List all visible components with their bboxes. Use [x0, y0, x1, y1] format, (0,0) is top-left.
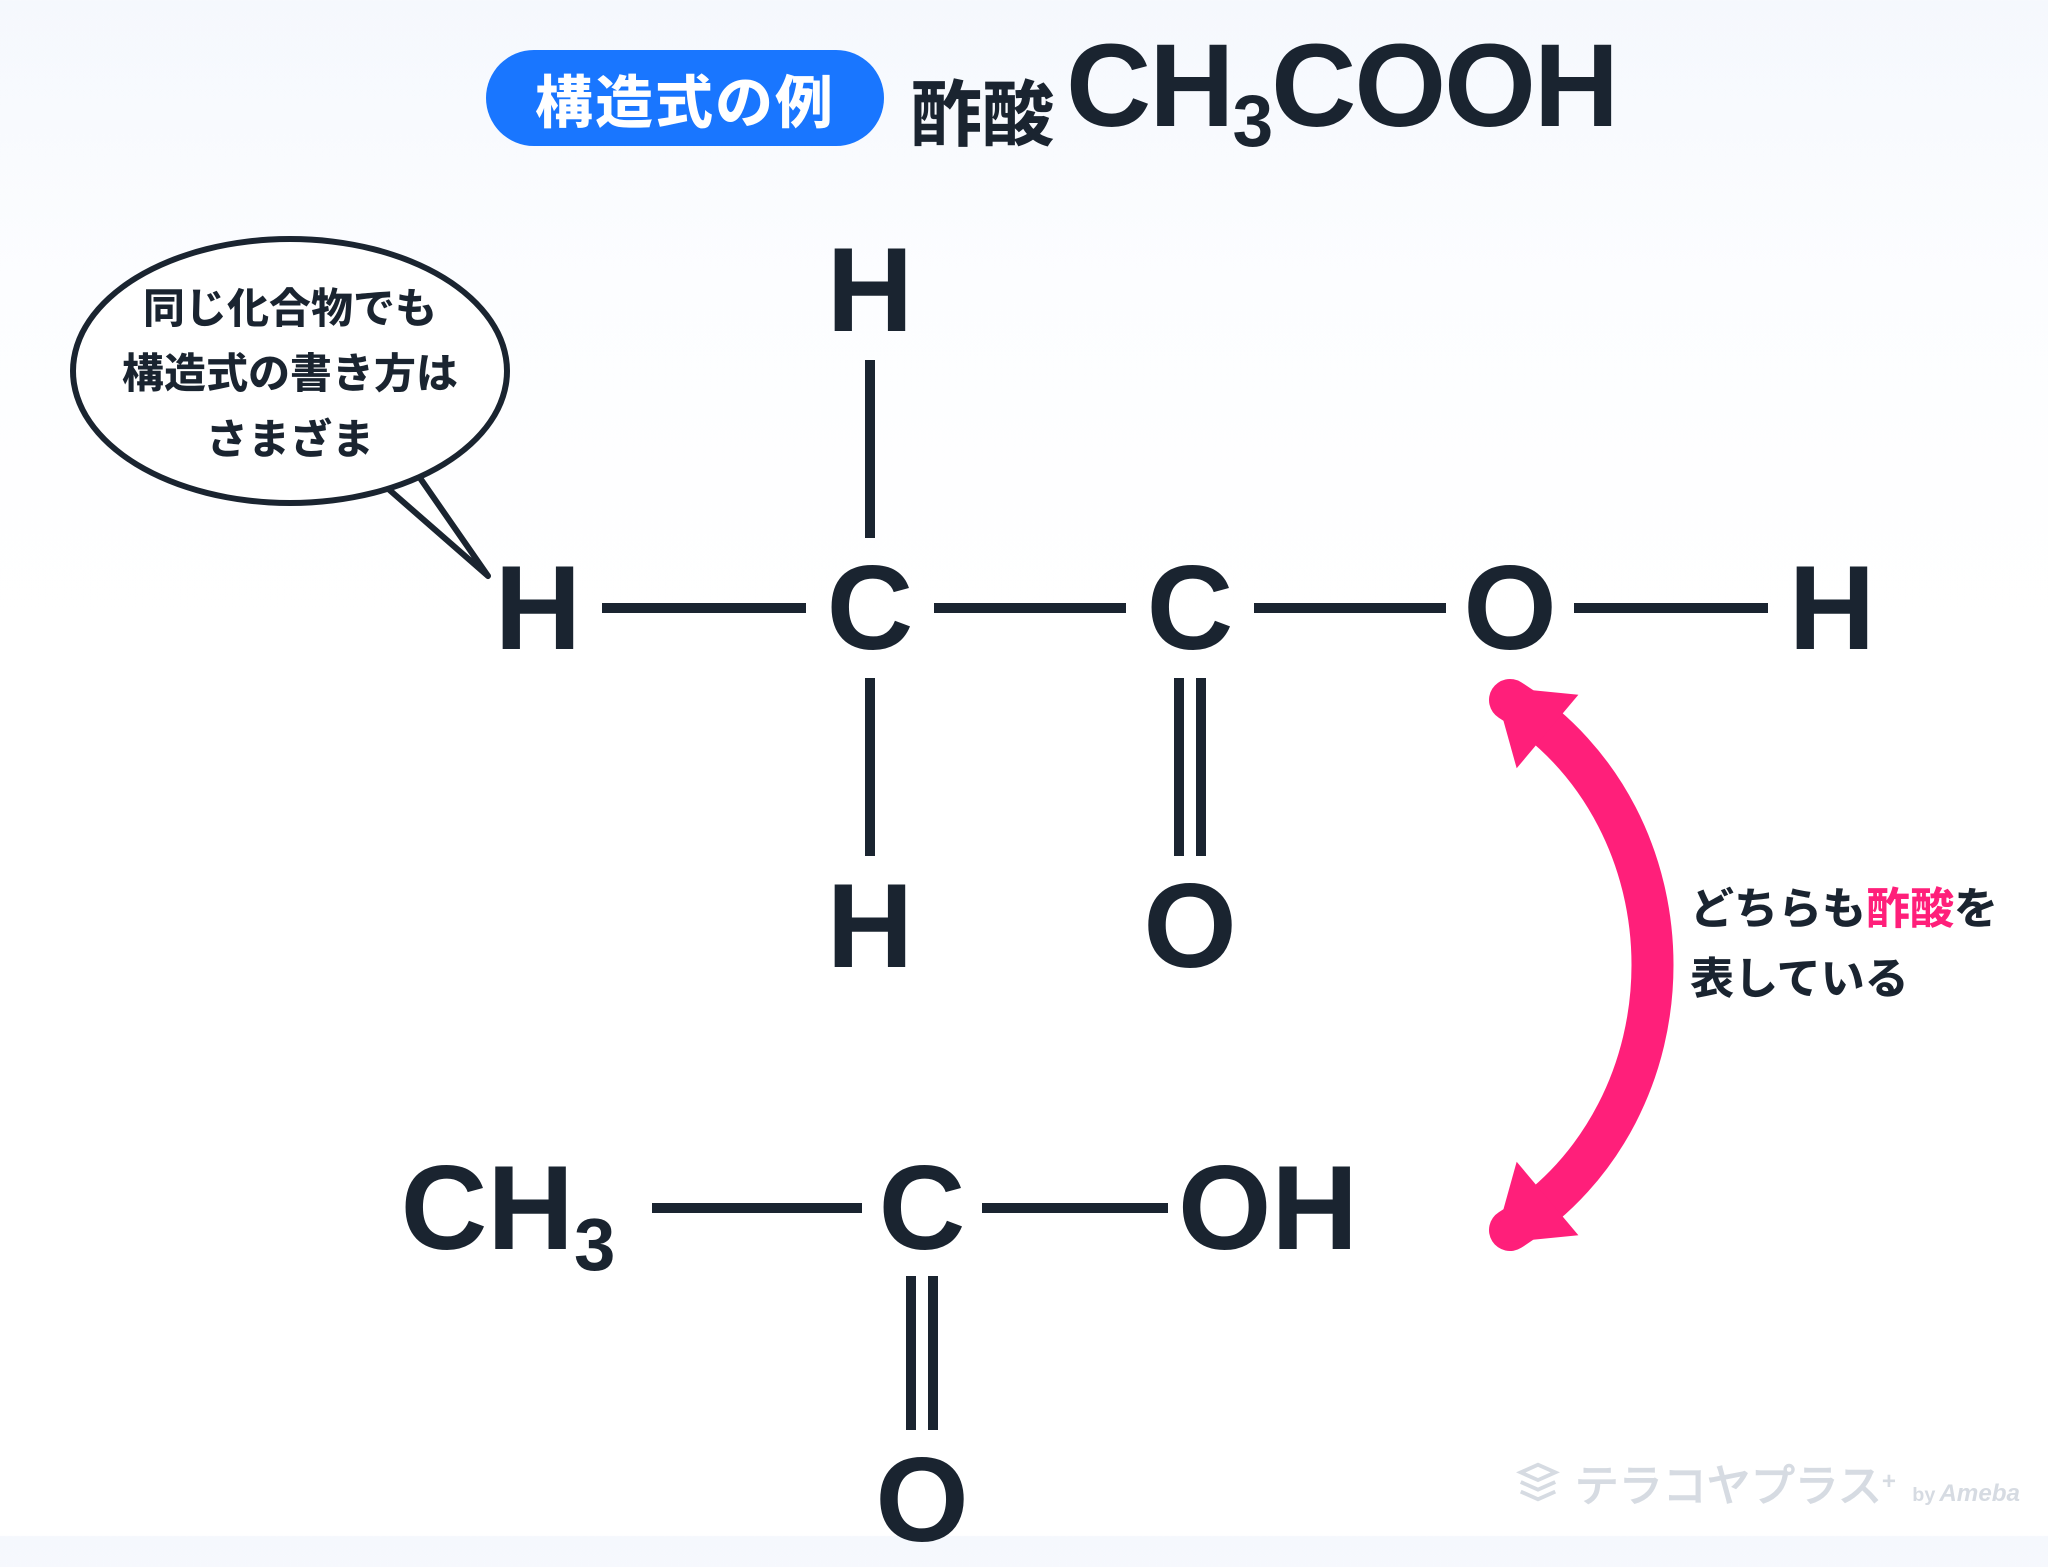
atom-label: O	[1143, 866, 1236, 986]
watermark: テラコヤプラス+ byAmeba	[1515, 1450, 2020, 1514]
note-line2: 表している	[1690, 943, 1909, 1007]
atom-label: H	[1789, 548, 1876, 668]
bond-single	[652, 1203, 862, 1213]
bond-single	[928, 1276, 938, 1430]
atom-label: O	[1463, 548, 1556, 668]
bond-single	[1196, 678, 1206, 856]
bond-single	[865, 360, 875, 538]
atom-label: C	[827, 548, 914, 668]
atom-label: C	[1147, 548, 1234, 668]
atom-label: O	[875, 1440, 968, 1560]
note-part-0: どちらも	[1690, 873, 1866, 937]
note-part-1: 酢酸	[1866, 873, 1954, 937]
watermark-by: by	[1912, 1484, 1935, 1506]
speech-bubble: 同じ化合物でも 構造式の書き方は さまざま	[70, 236, 510, 506]
bond-single	[906, 1276, 916, 1430]
note-part-2: を	[1954, 873, 1998, 937]
atom-label: H	[827, 230, 914, 350]
atom-label: H	[495, 548, 582, 668]
bond-single	[1174, 678, 1184, 856]
bond-single	[1574, 603, 1768, 613]
equivalence-note: どちらも酢酸を 表している	[1690, 870, 1998, 1011]
atom-label: OH	[1178, 1148, 1358, 1268]
bond-single	[602, 603, 806, 613]
bond-single	[865, 678, 875, 856]
bond-single	[934, 603, 1126, 613]
watermark-provider: Ameba	[1939, 1480, 2020, 1507]
watermark-icon	[1515, 1459, 1561, 1505]
atom-label: H	[827, 866, 914, 986]
bond-single	[1254, 603, 1446, 613]
watermark-plus: +	[1882, 1468, 1896, 1495]
atom-label: C	[879, 1148, 966, 1268]
watermark-brand: テラコヤプラス	[1575, 1462, 1882, 1511]
bond-single	[982, 1203, 1168, 1213]
speech-bubble-text: 同じ化合物でも 構造式の書き方は さまざま	[122, 273, 458, 468]
atom-label: CH3	[401, 1148, 616, 1268]
